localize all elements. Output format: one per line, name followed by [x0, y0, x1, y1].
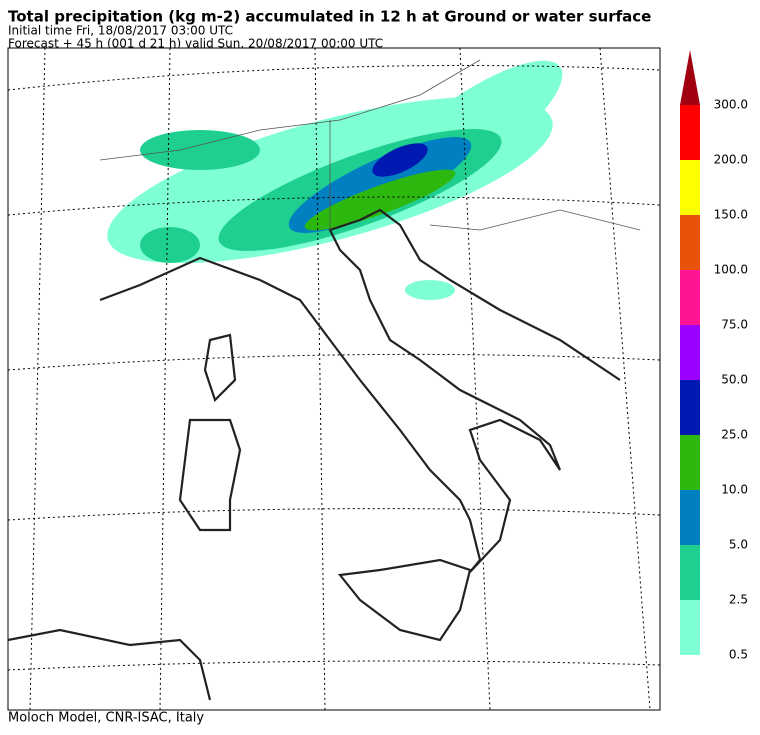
colorbar-swatch: [680, 325, 700, 380]
colorbar-swatch: [680, 380, 700, 435]
colorbar: 0.5 2.5 5.0 10.0 25.0 50.0 75.0 100.0 150.0 200.0…: [680, 50, 748, 662]
colorbar-swatch: [680, 490, 700, 545]
title: Total precipitation (kg m-2) accumulated…: [8, 8, 651, 26]
colorbar-label: 2.5: [729, 593, 748, 607]
footer: Moloch Model, CNR-ISAC, Italy: [8, 711, 204, 726]
colorbar-arrow: [680, 50, 700, 105]
colorbar-label: 300.0: [714, 98, 748, 112]
colorbar-swatch: [680, 215, 700, 270]
colorbar-label: 50.0: [721, 373, 748, 387]
colorbar-label: 5.0: [729, 538, 748, 552]
colorbar-label: 150.0: [714, 208, 748, 222]
colorbar-swatch: [680, 545, 700, 600]
borders: [99, 59, 641, 231]
colorbar-label: 200.0: [714, 153, 748, 167]
map: [7, 47, 661, 711]
colorbar-swatch: [680, 435, 700, 490]
colorbar-label: 0.5: [729, 648, 748, 662]
forecast-time: Forecast + 45 h (001 d 21 h) valid Sun, …: [8, 37, 383, 51]
colorbar-label: 10.0: [721, 483, 748, 497]
colorbar-swatch: [680, 105, 700, 160]
graticule: [7, 47, 661, 711]
colorbar-label: 100.0: [714, 263, 748, 277]
colorbar-swatch: [680, 270, 700, 325]
colorbar-label: 75.0: [721, 318, 748, 332]
colorbar-swatch: [680, 600, 700, 655]
coastline: [7, 208, 621, 701]
initial-time: Initial time Fri, 18/08/2017 03:00 UTC: [8, 24, 233, 38]
colorbar-label: 25.0: [721, 428, 748, 442]
colorbar-swatch: [680, 160, 700, 215]
